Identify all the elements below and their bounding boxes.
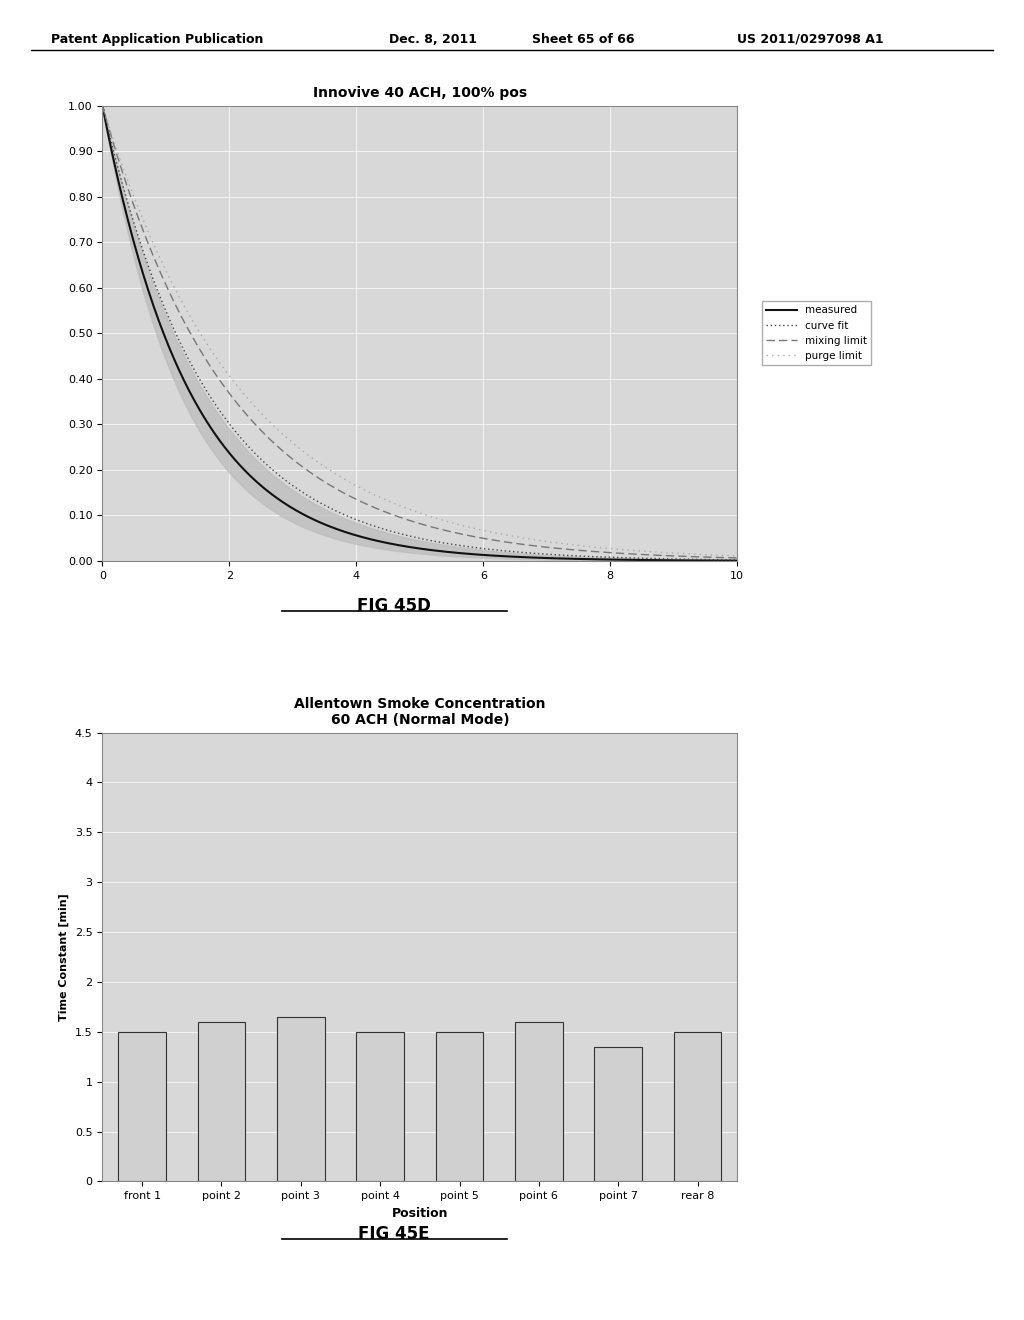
curve fit [616, 549, 629, 565]
mixing limit [96, 98, 109, 114]
measured [96, 98, 109, 114]
curve fit [474, 540, 486, 556]
purge limit [401, 500, 414, 516]
purge limit [439, 513, 452, 529]
Text: Sheet 65 of 66: Sheet 65 of 66 [532, 33, 635, 46]
Text: US 2011/0297098 A1: US 2011/0297098 A1 [737, 33, 884, 46]
Bar [674, 1032, 721, 1181]
purge limit [616, 541, 629, 557]
measured [716, 553, 728, 569]
purge limit [474, 521, 486, 537]
Y-axis label: Time Constant [min]: Time Constant [min] [59, 894, 70, 1020]
purge limit [716, 548, 728, 564]
curve fit [96, 98, 109, 114]
Line: curve fit: curve fit [102, 106, 737, 560]
Legend: measured, curve fit, mixing limit, purge limit: measured, curve fit, mixing limit, purge… [762, 301, 871, 366]
Bar [594, 1047, 642, 1181]
Text: FIG 45E: FIG 45E [358, 1225, 430, 1243]
purge limit [96, 98, 109, 114]
measured [401, 539, 414, 554]
curve fit [401, 528, 414, 544]
mixing limit [616, 545, 629, 561]
Title: Innovive 40 ACH, 100% pos: Innovive 40 ACH, 100% pos [312, 86, 527, 100]
purge limit [731, 548, 743, 564]
X-axis label: Position: Position [391, 1206, 449, 1220]
Bar [356, 1032, 403, 1181]
mixing limit [397, 511, 410, 527]
curve fit [731, 552, 743, 568]
Line: purge limit: purge limit [102, 106, 737, 556]
mixing limit [439, 523, 452, 539]
mixing limit [731, 550, 743, 566]
curve fit [439, 536, 452, 552]
mixing limit [716, 549, 728, 565]
Text: Patent Application Publication: Patent Application Publication [51, 33, 263, 46]
measured [397, 539, 410, 554]
measured [616, 552, 629, 568]
Bar [436, 1032, 483, 1181]
mixing limit [474, 529, 486, 545]
Line: measured: measured [102, 106, 737, 561]
Bar [198, 1022, 246, 1181]
measured [439, 544, 452, 560]
mixing limit [401, 512, 414, 528]
curve fit [716, 552, 728, 568]
Line: mixing limit: mixing limit [102, 106, 737, 558]
Title: Allentown Smoke Concentration
60 ACH (Normal Mode): Allentown Smoke Concentration 60 ACH (No… [294, 697, 546, 727]
Text: Dec. 8, 2011: Dec. 8, 2011 [389, 33, 477, 46]
Bar [515, 1022, 563, 1181]
curve fit [397, 527, 410, 543]
Bar [276, 1016, 325, 1181]
measured [731, 553, 743, 569]
purge limit [397, 499, 410, 515]
Bar [119, 1032, 166, 1181]
Text: FIG 45D: FIG 45D [357, 597, 431, 615]
measured [474, 546, 486, 562]
